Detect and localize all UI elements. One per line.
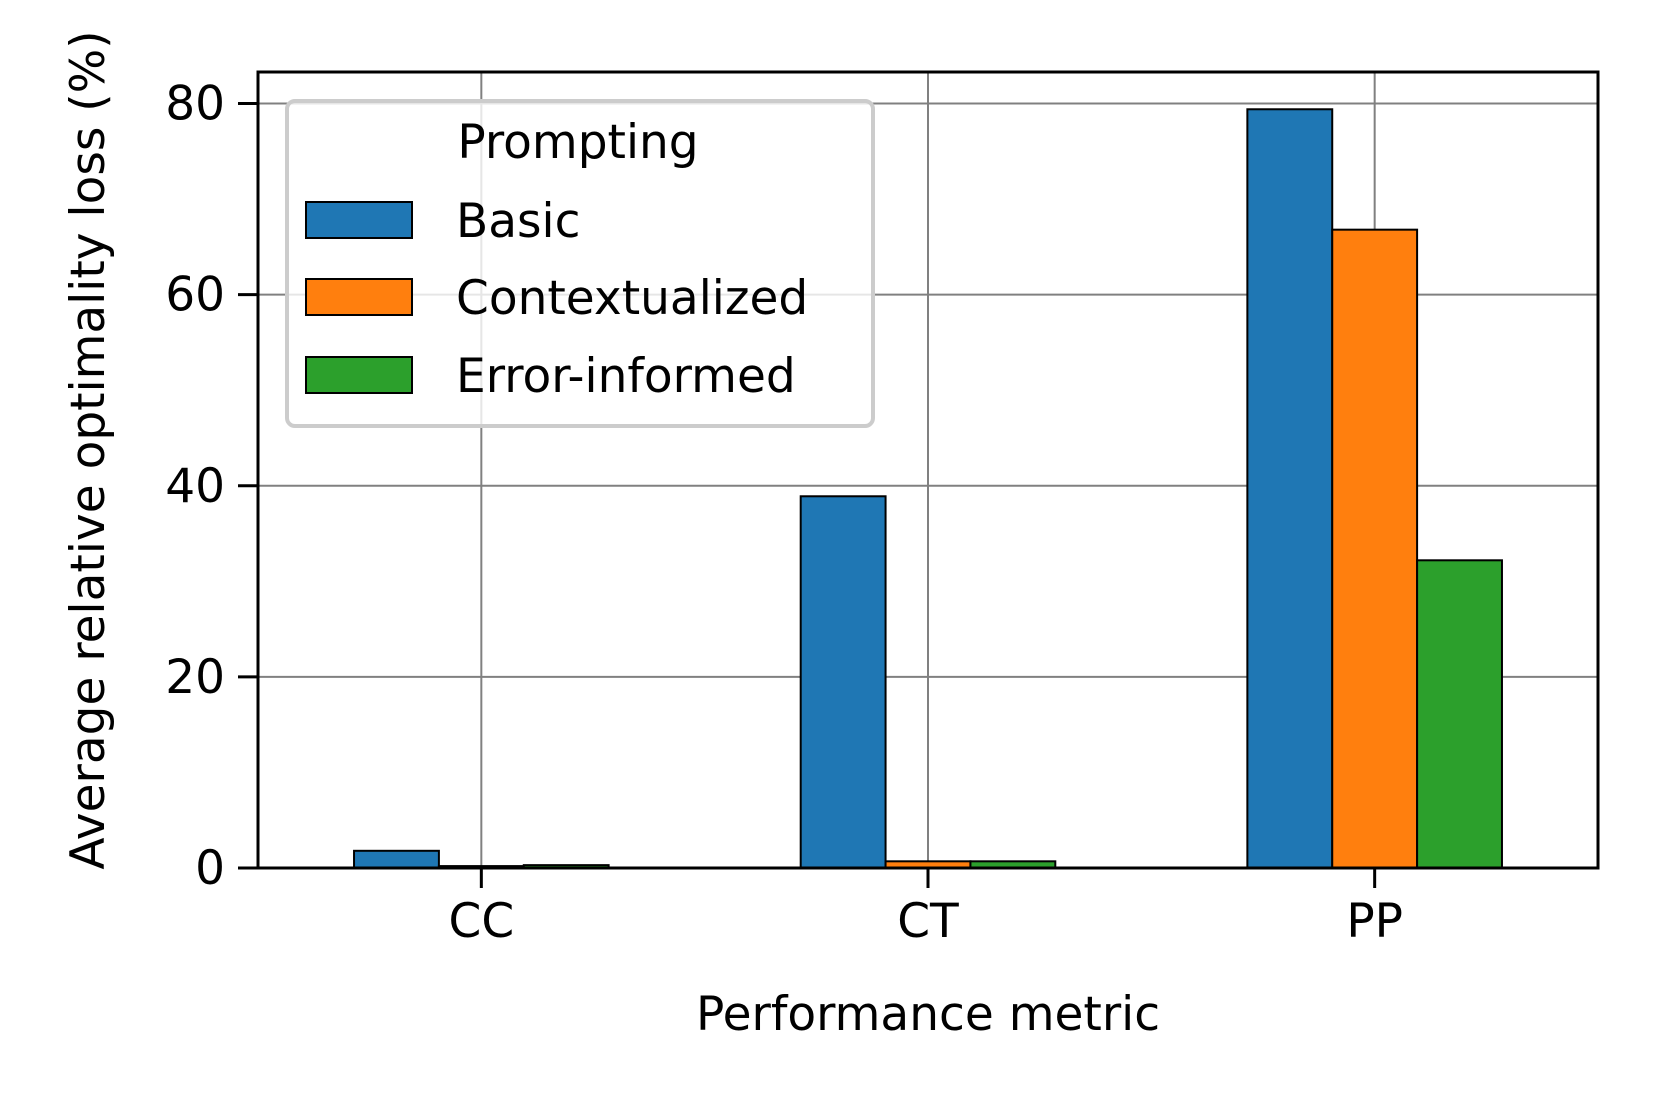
legend-swatch: [305, 201, 413, 239]
legend-swatch: [305, 278, 413, 316]
axis-ticks: 0 20 40 60 80 CC CT PP: [165, 77, 1403, 949]
legend-title: Prompting: [457, 115, 698, 170]
bar-basic-cc: [353, 849, 440, 869]
y-tick-label: 20: [165, 650, 225, 705]
y-tick-label: 60: [165, 268, 225, 323]
x-tick-label: CC: [449, 894, 515, 949]
legend-frame: [285, 99, 875, 428]
x-tick-label: CT: [897, 894, 959, 949]
x-tick-label: PP: [1346, 894, 1403, 949]
legend: Prompting Basic Contextualized Error-infor…: [285, 99, 875, 428]
y-tick-label: 40: [165, 459, 225, 514]
y-tick-label: 0: [195, 841, 225, 896]
legend-label: Error-informed: [456, 349, 796, 404]
y-tick-label: 80: [165, 77, 225, 132]
legend-swatch: [305, 356, 413, 394]
x-axis-label: Performance metric: [696, 987, 1160, 1042]
legend-label: Basic: [456, 194, 580, 249]
bar-contextualized-pp: [1331, 228, 1419, 869]
legend-label: Contextualized: [456, 271, 808, 326]
bar-basic-pp: [1246, 108, 1334, 870]
y-axis-label: Average relative optimality loss (%): [61, 30, 116, 869]
bar-error-informed-pp: [1416, 559, 1503, 870]
bar-basic-ct: [799, 495, 887, 869]
